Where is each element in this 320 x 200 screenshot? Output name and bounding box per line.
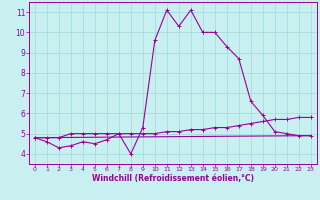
X-axis label: Windchill (Refroidissement éolien,°C): Windchill (Refroidissement éolien,°C) bbox=[92, 174, 254, 183]
